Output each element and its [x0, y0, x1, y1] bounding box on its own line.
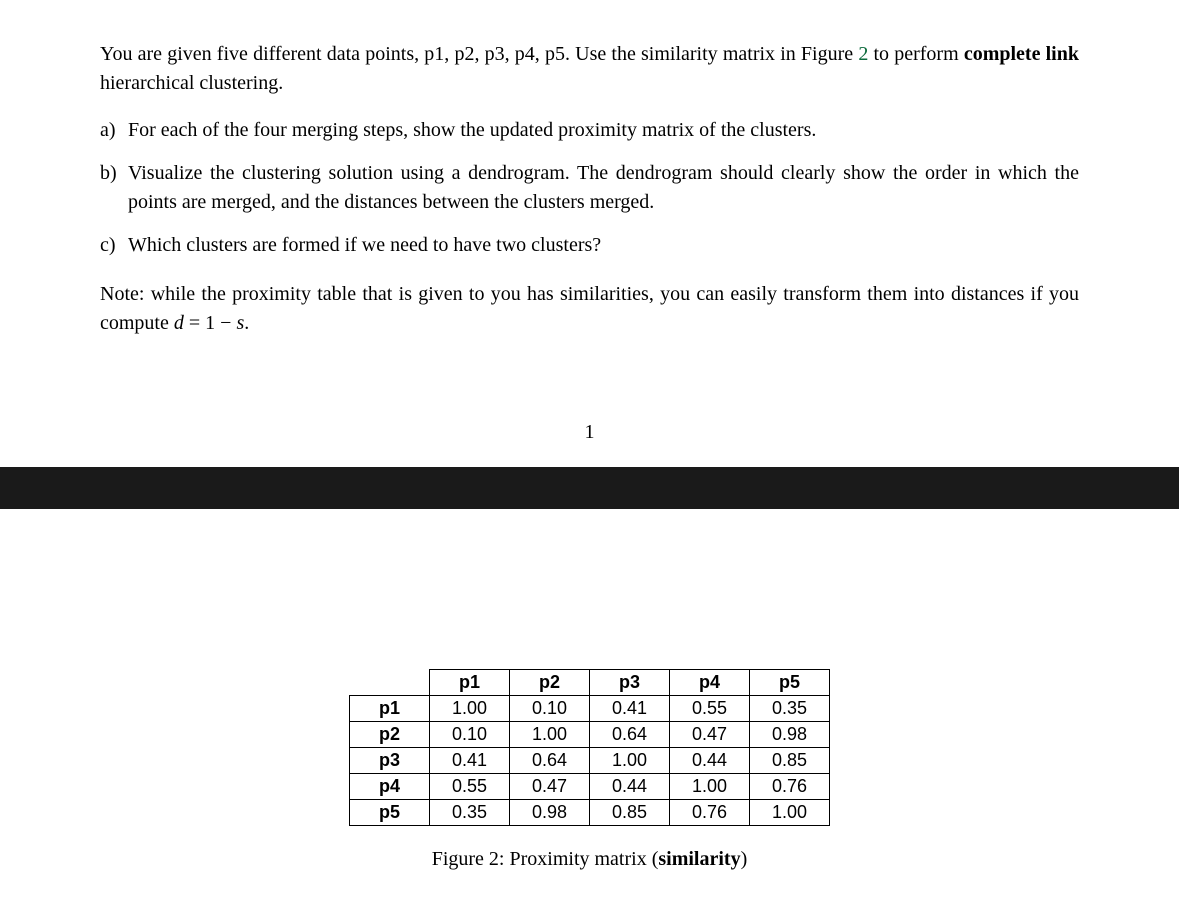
table-cell: 0.98 [750, 722, 830, 748]
table-cell: 0.85 [590, 800, 670, 826]
question-a-marker: a) [100, 116, 116, 145]
content-bottom: p1 p2 p3 p4 p5 p1 1.00 0.10 0.41 0.55 0.… [0, 509, 1179, 911]
table-cell: 0.10 [430, 722, 510, 748]
table-row: p4 0.55 0.47 0.44 1.00 0.76 [350, 774, 830, 800]
table-cell: 0.47 [510, 774, 590, 800]
intro-text-end: hierarchical clustering. [100, 72, 283, 94]
proximity-table: p1 p2 p3 p4 p5 p1 1.00 0.10 0.41 0.55 0.… [349, 669, 830, 826]
table-cell: 0.55 [430, 774, 510, 800]
table-row: p2 0.10 1.00 0.64 0.47 0.98 [350, 722, 830, 748]
table-col-header: p5 [750, 670, 830, 696]
note-formula-eq: = 1 − [184, 312, 237, 334]
table-row-header: p2 [350, 722, 430, 748]
table-row: p1 1.00 0.10 0.41 0.55 0.35 [350, 696, 830, 722]
figure-caption: Figure 2: Proximity matrix (similarity) [100, 848, 1079, 871]
table-cell: 0.44 [670, 748, 750, 774]
caption-suffix: ) [741, 848, 748, 870]
intro-text-suffix: to perform [868, 43, 963, 65]
table-cell: 0.35 [750, 696, 830, 722]
table-cell: 1.00 [590, 748, 670, 774]
table-col-header: p2 [510, 670, 590, 696]
intro-bold-phrase: complete link [964, 43, 1079, 65]
table-row: p3 0.41 0.64 1.00 0.44 0.85 [350, 748, 830, 774]
note-suffix: . [244, 312, 249, 334]
question-a: a) For each of the four merging steps, s… [128, 116, 1079, 145]
figure-reference-link[interactable]: 2 [858, 43, 868, 65]
content-top: You are given five different data points… [0, 0, 1179, 467]
table-col-header: p3 [590, 670, 670, 696]
note-paragraph: Note: while the proximity table that is … [100, 280, 1079, 338]
table-col-header: p4 [670, 670, 750, 696]
caption-bold: similarity [658, 848, 740, 870]
table-row-header: p1 [350, 696, 430, 722]
question-b-marker: b) [100, 159, 117, 188]
table-cell: 0.41 [590, 696, 670, 722]
table-cell: 1.00 [750, 800, 830, 826]
table-row-header: p5 [350, 800, 430, 826]
questions-list: a) For each of the four merging steps, s… [100, 116, 1079, 260]
table-row-header: p4 [350, 774, 430, 800]
table-row: p5 0.35 0.98 0.85 0.76 1.00 [350, 800, 830, 826]
question-b: b) Visualize the clustering solution usi… [128, 159, 1079, 217]
question-b-text: Visualize the clustering solution using … [128, 162, 1079, 213]
table-cell: 0.44 [590, 774, 670, 800]
page-number: 1 [100, 368, 1079, 467]
table-cell: 0.98 [510, 800, 590, 826]
table-header-row: p1 p2 p3 p4 p5 [350, 670, 830, 696]
table-cell: 0.41 [430, 748, 510, 774]
table-cell: 0.10 [510, 696, 590, 722]
question-c: c) Which clusters are formed if we need … [128, 231, 1079, 260]
table-row-header: p3 [350, 748, 430, 774]
intro-text-prefix: You are given five different data points… [100, 43, 858, 65]
table-cell: 0.76 [670, 800, 750, 826]
table-cell: 1.00 [510, 722, 590, 748]
question-c-marker: c) [100, 231, 116, 260]
page-container: You are given five different data points… [0, 0, 1179, 911]
table-cell: 0.47 [670, 722, 750, 748]
question-a-text: For each of the four merging steps, show… [128, 119, 816, 141]
table-corner-cell [350, 670, 430, 696]
table-cell: 1.00 [430, 696, 510, 722]
table-cell: 0.35 [430, 800, 510, 826]
table-cell: 0.55 [670, 696, 750, 722]
note-formula-d: d [174, 312, 184, 334]
question-c-text: Which clusters are formed if we need to … [128, 234, 601, 256]
intro-paragraph: You are given five different data points… [100, 40, 1079, 98]
table-col-header: p1 [430, 670, 510, 696]
table-cell: 0.85 [750, 748, 830, 774]
table-cell: 0.76 [750, 774, 830, 800]
table-cell: 0.64 [510, 748, 590, 774]
caption-prefix: Figure 2: Proximity matrix ( [432, 848, 659, 870]
page-divider-bar [0, 467, 1179, 509]
table-cell: 1.00 [670, 774, 750, 800]
table-cell: 0.64 [590, 722, 670, 748]
